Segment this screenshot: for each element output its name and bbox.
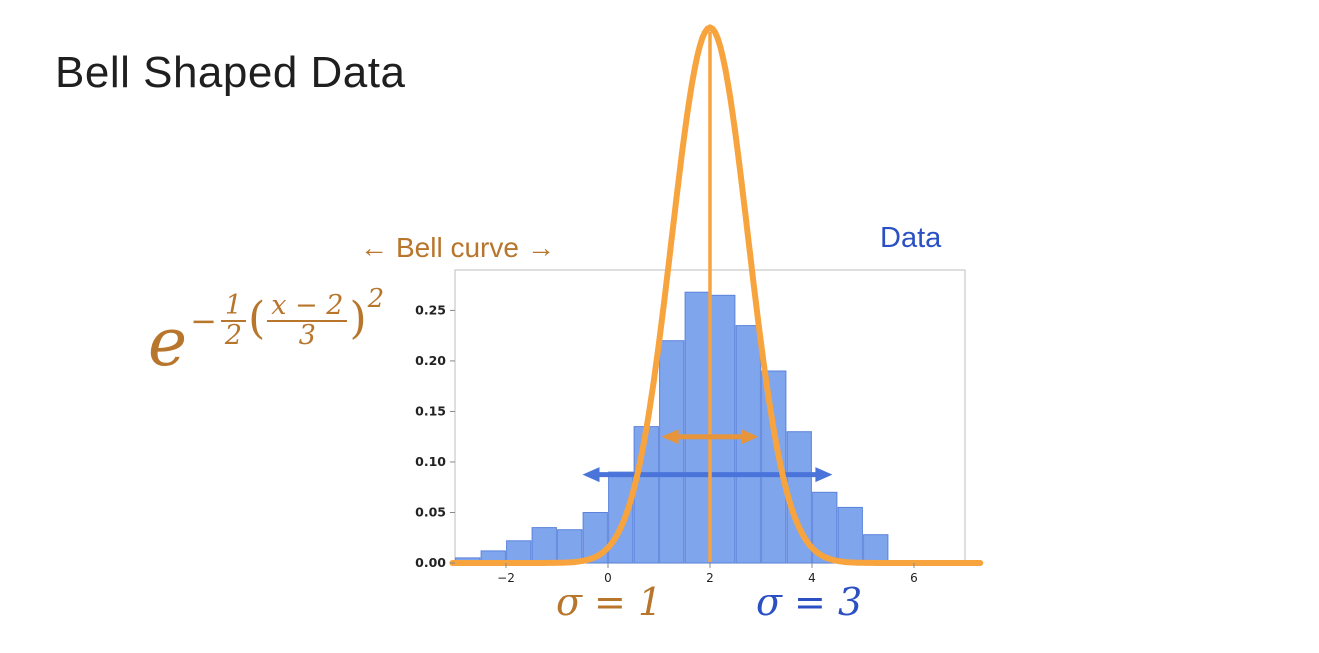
equation-power: 2	[367, 284, 385, 315]
x-tick-label: 6	[910, 571, 918, 585]
histogram-bar	[633, 426, 659, 564]
bell-curve-label: ← Bell curve →	[360, 232, 555, 264]
y-tick-label: 0.25	[415, 302, 446, 317]
left-arrow-icon: ←	[360, 232, 388, 263]
fraction-numerator: x − 2	[267, 291, 348, 323]
histogram-bar	[837, 506, 863, 564]
equation-fraction-z: x − 2 3	[267, 291, 348, 352]
x-tick-label: 0	[604, 571, 612, 585]
y-tick-label: 0.00	[415, 555, 446, 570]
sigma-1-arrow-head-right	[741, 429, 759, 445]
sigma-1-arrow-head-left	[661, 429, 679, 445]
y-tick-label: 0.05	[415, 504, 446, 519]
fraction-denominator: 3	[298, 320, 316, 352]
page-title: Bell Shaped Data	[55, 48, 406, 97]
histogram-bar	[659, 340, 685, 564]
sigma-3-arrow-head-left	[582, 467, 600, 483]
histogram-bar	[863, 534, 889, 564]
sigma-3-arrow-head-right	[815, 467, 833, 483]
bell-curve-equation: e − 1 2 ( x − 2 3 ) 2	[148, 284, 384, 375]
fraction-numerator: 1	[220, 291, 247, 323]
equation-base: e	[148, 304, 188, 381]
right-arrow-icon: →	[526, 232, 555, 263]
sigma-curve-label: σ = 1	[556, 580, 663, 624]
y-tick-label: 0.20	[415, 353, 446, 368]
equation-fraction-half: 1 2	[220, 291, 247, 352]
x-tick-label: −2	[497, 571, 515, 585]
equation-minus: −	[190, 302, 217, 341]
histogram-bar	[710, 294, 736, 564]
sigma-data-label: σ = 3	[756, 580, 863, 624]
histogram-bar	[735, 325, 761, 564]
histogram-bar	[557, 529, 583, 564]
bell-curve	[449, 24, 984, 566]
histogram-bar	[531, 527, 557, 564]
y-tick-label: 0.10	[415, 454, 446, 469]
data-series-label: Data	[880, 222, 942, 254]
x-tick-label: 2	[706, 571, 714, 585]
histogram-bar	[506, 540, 532, 564]
open-paren: (	[248, 293, 266, 345]
x-tick-label: 4	[808, 571, 816, 585]
close-paren: )	[349, 293, 367, 345]
histogram-bar	[608, 471, 634, 564]
equation-exponent: − 1 2 ( x − 2 3 ) 2	[190, 284, 384, 352]
fraction-denominator: 2	[224, 320, 243, 352]
histogram-bar	[684, 291, 710, 564]
bell-curve-label-text: Bell curve	[396, 232, 519, 263]
y-tick-label: 0.15	[415, 403, 446, 418]
